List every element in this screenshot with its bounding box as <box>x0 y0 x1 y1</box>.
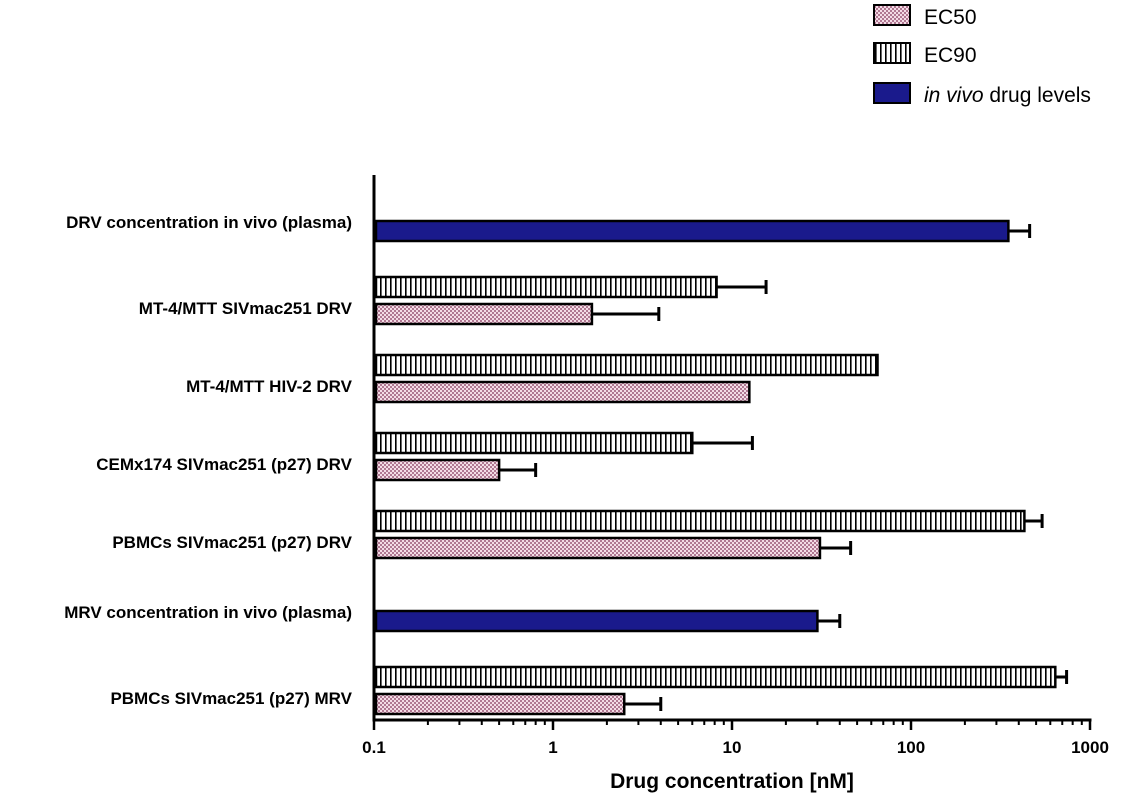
bar-ec50 <box>374 692 626 716</box>
bar-ec90 <box>374 665 1057 689</box>
category-label: PBMCs SIVmac251 (p27) MRV <box>110 689 352 708</box>
legend-label-ec90: EC90 <box>924 44 977 67</box>
x-tick-label: 100 <box>897 738 925 757</box>
legend-swatch-invivo <box>873 82 911 104</box>
x-tick-label: 1000 <box>1071 738 1109 757</box>
bar-ec90 <box>374 431 694 455</box>
bar-ec50 <box>374 458 501 482</box>
category-label: DRV concentration in vivo (plasma) <box>66 213 352 232</box>
category-label: PBMCs SIVmac251 (p27) DRV <box>112 533 352 552</box>
category-label: MRV concentration in vivo (plasma) <box>64 603 352 622</box>
category-label: MT-4/MTT HIV-2 DRV <box>186 377 353 396</box>
legend-label-invivo: in vivo drug levels <box>924 84 1091 107</box>
bar-invivo <box>374 219 1010 243</box>
bar-ec90 <box>374 509 1026 533</box>
bar-ec50 <box>374 380 751 404</box>
legend-label-ec50: EC50 <box>924 6 977 29</box>
bar-invivo <box>374 609 819 633</box>
category-label: MT-4/MTT SIVmac251 DRV <box>139 299 353 318</box>
bar-ec50 <box>374 302 594 326</box>
x-tick-label: 10 <box>723 738 742 757</box>
category-label: CEMx174 SIVmac251 (p27) DRV <box>96 455 352 474</box>
x-tick-label: 1 <box>548 738 557 757</box>
legend-label-invivo-italic: in vivo <box>924 84 984 107</box>
bar-ec90 <box>374 353 879 377</box>
legend: EC50 EC90 in vivo drug levels <box>873 4 1091 107</box>
legend-swatch-ec90 <box>873 42 911 64</box>
bar-ec90 <box>374 275 718 299</box>
x-axis-title: Drug concentration [nM] <box>610 770 854 793</box>
legend-swatch-ec50 <box>873 4 911 26</box>
x-tick-label: 0.1 <box>362 738 386 757</box>
plot-area: DRV concentration in vivo (plasma) MT-4/M… <box>64 175 1109 757</box>
legend-label-invivo-rest: drug levels <box>984 84 1091 107</box>
bar-ec50 <box>374 536 822 560</box>
